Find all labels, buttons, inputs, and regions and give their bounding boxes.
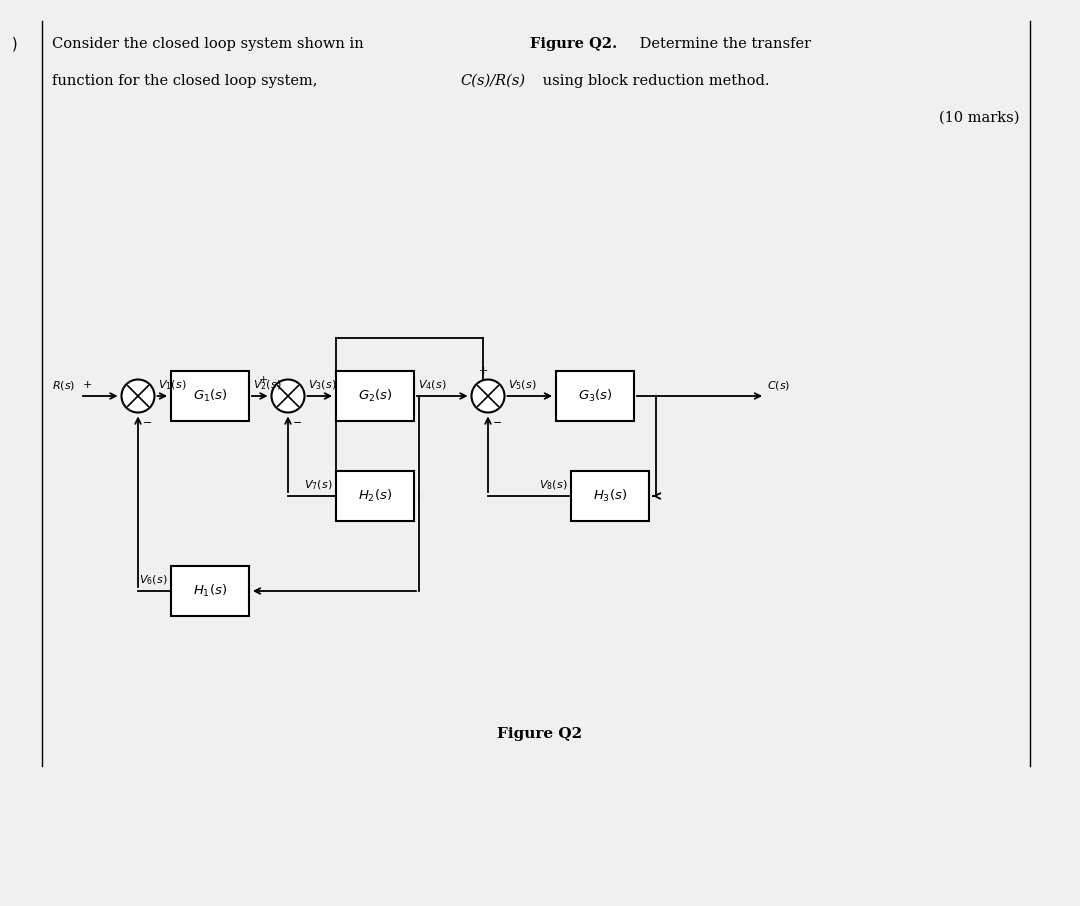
Text: ): )	[12, 36, 17, 52]
Text: $R(s)$: $R(s)$	[52, 379, 75, 392]
Text: $V_3(s)$: $V_3(s)$	[309, 379, 337, 392]
FancyBboxPatch shape	[171, 566, 249, 616]
FancyBboxPatch shape	[336, 371, 414, 421]
Text: $V_1(s)$: $V_1(s)$	[159, 379, 187, 392]
Text: (10 marks): (10 marks)	[940, 111, 1020, 125]
Text: $V_4(s)$: $V_4(s)$	[418, 379, 446, 392]
Circle shape	[472, 380, 504, 412]
Text: +: +	[83, 380, 93, 390]
Text: Figure Q2: Figure Q2	[498, 727, 582, 741]
Text: Consider the closed loop system shown in: Consider the closed loop system shown in	[52, 37, 368, 51]
Text: $G_1(s)$: $G_1(s)$	[192, 388, 227, 404]
Text: C(s)/R(s): C(s)/R(s)	[460, 74, 525, 88]
FancyBboxPatch shape	[571, 471, 649, 521]
Text: $-$: $-$	[292, 416, 302, 426]
Text: +: +	[259, 375, 269, 385]
Text: $G_2(s)$: $G_2(s)$	[357, 388, 392, 404]
Circle shape	[271, 380, 305, 412]
Text: function for the closed loop system,: function for the closed loop system,	[52, 74, 322, 88]
Text: Determine the transfer: Determine the transfer	[635, 37, 811, 51]
Text: $H_2(s)$: $H_2(s)$	[357, 488, 392, 504]
Text: $C(s)$: $C(s)$	[767, 379, 791, 392]
Text: $H_1(s)$: $H_1(s)$	[193, 583, 227, 599]
Text: $V_7(s)$: $V_7(s)$	[303, 478, 332, 492]
FancyBboxPatch shape	[171, 371, 249, 421]
Text: $G_3(s)$: $G_3(s)$	[578, 388, 612, 404]
FancyBboxPatch shape	[336, 471, 414, 521]
Text: $V_6(s)$: $V_6(s)$	[138, 573, 167, 587]
FancyBboxPatch shape	[556, 371, 634, 421]
Text: $V_5(s)$: $V_5(s)$	[509, 379, 537, 392]
Text: $V_8(s)$: $V_8(s)$	[539, 478, 567, 492]
Text: Figure Q2.: Figure Q2.	[530, 37, 617, 51]
Text: $H_3(s)$: $H_3(s)$	[593, 488, 627, 504]
Text: using block reduction method.: using block reduction method.	[538, 74, 769, 88]
Circle shape	[121, 380, 154, 412]
Text: +: +	[478, 365, 488, 375]
Text: $-$: $-$	[492, 416, 502, 426]
Text: $V_2(s)$: $V_2(s)$	[253, 379, 282, 392]
Text: $-$: $-$	[141, 416, 152, 426]
